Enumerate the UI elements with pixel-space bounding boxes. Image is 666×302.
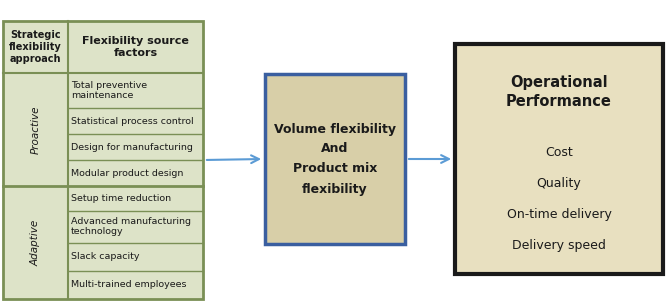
FancyArrowPatch shape — [409, 155, 449, 163]
Text: Flexibility source
factors: Flexibility source factors — [82, 36, 189, 58]
Bar — [265, 74, 405, 244]
Text: Delivery speed: Delivery speed — [512, 239, 606, 252]
Text: Strategic
flexibility
approach: Strategic flexibility approach — [9, 31, 62, 64]
Text: Slack capacity: Slack capacity — [71, 252, 139, 261]
FancyArrowPatch shape — [206, 155, 259, 163]
Text: Advanced manufacturing
technology: Advanced manufacturing technology — [71, 217, 191, 236]
Text: Statistical process control: Statistical process control — [71, 117, 194, 126]
Text: Quality: Quality — [537, 177, 581, 190]
Text: Cost: Cost — [545, 146, 573, 159]
Text: Adaptive: Adaptive — [31, 219, 41, 266]
Text: Proactive: Proactive — [31, 105, 41, 154]
Bar — [455, 44, 663, 274]
Text: Total preventive
maintenance: Total preventive maintenance — [71, 81, 147, 100]
Text: Design for manufacturing: Design for manufacturing — [71, 143, 193, 152]
Text: Volume flexibility
And
Product mix
flexibility: Volume flexibility And Product mix flexi… — [274, 123, 396, 195]
Bar — [3, 21, 203, 299]
Text: Operational
Performance: Operational Performance — [506, 75, 612, 109]
Text: Setup time reduction: Setup time reduction — [71, 194, 171, 203]
Text: Modular product design: Modular product design — [71, 169, 183, 178]
Text: On-time delivery: On-time delivery — [507, 208, 611, 221]
Text: Multi-trained employees: Multi-trained employees — [71, 280, 186, 289]
